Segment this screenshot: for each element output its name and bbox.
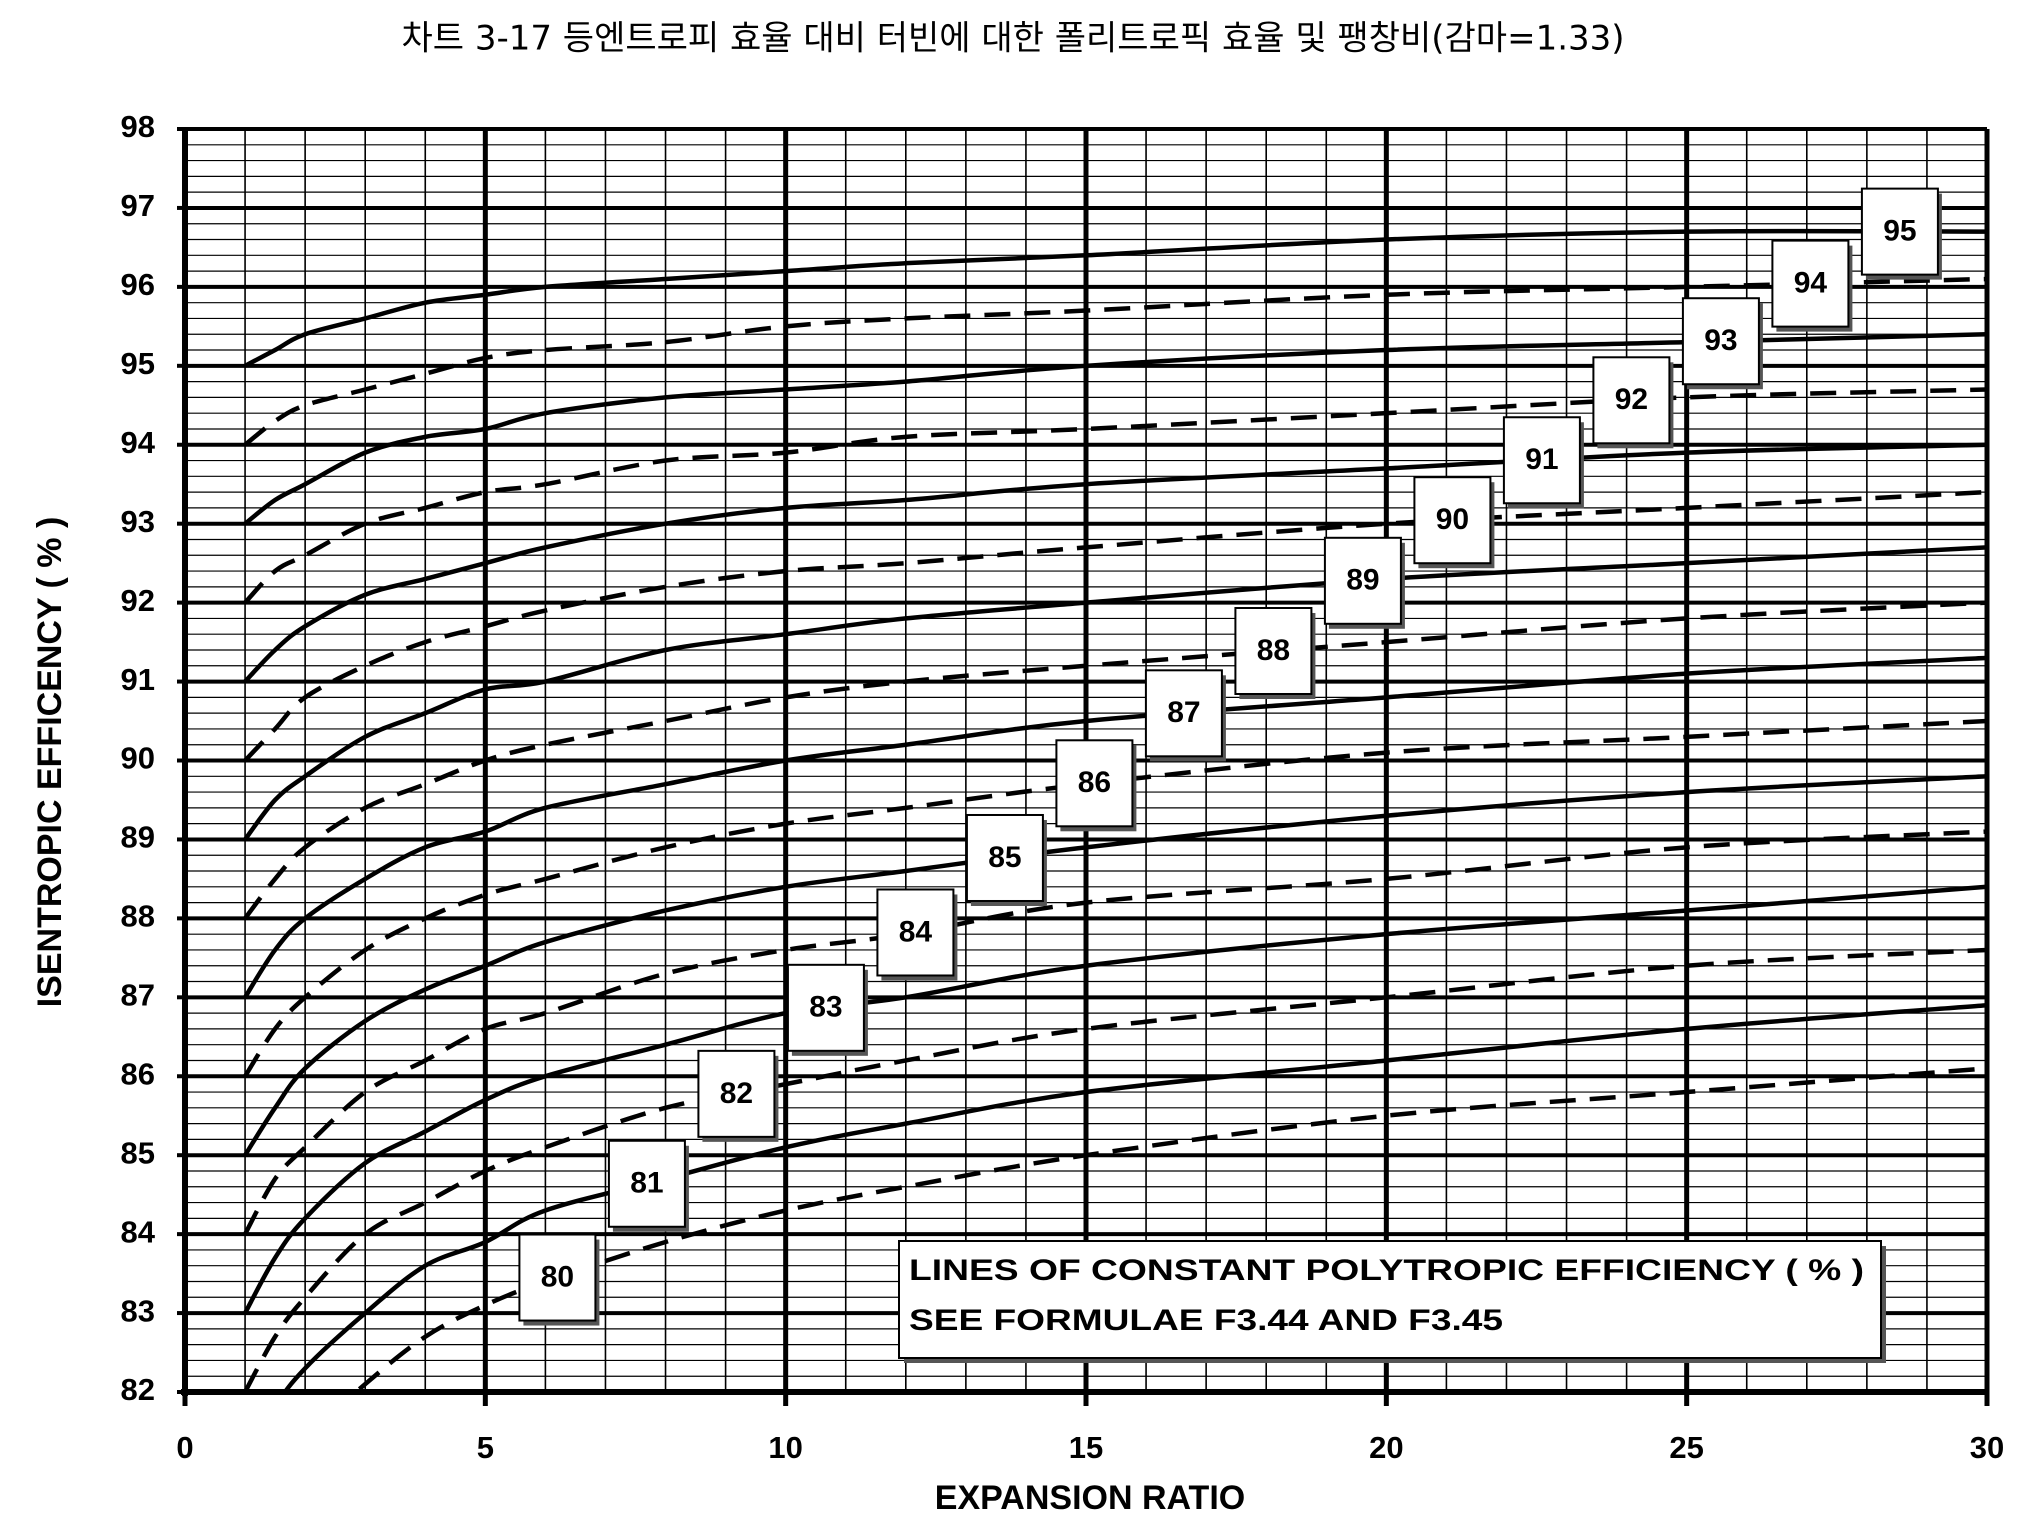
- efficiency-line: [244, 228, 1987, 368]
- label-box: [1592, 356, 1671, 445]
- y-tick-label: 96: [121, 267, 155, 302]
- efficiency-line: [243, 489, 1987, 763]
- y-tick-label: 89: [121, 820, 155, 855]
- label-box: [876, 888, 955, 977]
- efficiency-line: [243, 655, 1987, 999]
- series-label: 91: [1525, 443, 1558, 476]
- efficiency-line: [243, 331, 1987, 526]
- series-label: 92: [1615, 383, 1648, 416]
- efficiency-line: [243, 718, 1987, 1078]
- x-tick-label: 10: [768, 1430, 802, 1465]
- chart-title: 차트 3-17 등엔트로피 효율 대비 터빈에 대한 폴리트로픽 효율 및 팽창…: [401, 19, 1624, 59]
- series-label: 95: [1883, 215, 1916, 248]
- annotation: SEE FORMULAE F3.44 AND F3.45: [909, 1304, 1503, 1337]
- y-tick-label: 85: [121, 1135, 155, 1170]
- efficiency-line: [243, 884, 1987, 1315]
- series-label: 85: [988, 841, 1021, 874]
- label-box: [607, 1139, 686, 1228]
- y-tick-label: 86: [121, 1056, 155, 1091]
- x-tick-label: 30: [1970, 1430, 2004, 1465]
- efficiency-line: [282, 1002, 1987, 1392]
- y-tick-label: 91: [121, 662, 155, 697]
- series-label: 84: [899, 915, 933, 948]
- y-tick-label: 98: [121, 109, 155, 144]
- annotation: LINES OF CONSTANT POLYTROPIC EFFICIENCY …: [909, 1254, 1864, 1287]
- label-box: [1234, 606, 1313, 695]
- x-tick-label: 0: [176, 1430, 193, 1465]
- label-box: [965, 813, 1044, 902]
- efficiency-line: [243, 600, 1987, 920]
- series-label: 87: [1167, 696, 1200, 729]
- y-tick-label: 93: [121, 504, 155, 539]
- label-box: [786, 963, 865, 1052]
- label-box: [518, 1233, 597, 1322]
- series-label: 80: [541, 1260, 574, 1293]
- series-label: 89: [1346, 564, 1379, 597]
- series-label: 88: [1257, 634, 1290, 667]
- label-box: [697, 1049, 776, 1138]
- efficiency-line: [352, 1066, 1987, 1392]
- x-axis-title: EXPANSION RATIO: [935, 1479, 1245, 1517]
- x-tick-label: 15: [1069, 1430, 1103, 1465]
- y-tick-label: 95: [121, 346, 155, 381]
- y-tick-label: 90: [121, 741, 155, 776]
- y-tick-label: 83: [121, 1293, 155, 1328]
- series-label: 83: [809, 991, 842, 1024]
- efficiency-line: [243, 774, 1987, 1157]
- label-box: [1502, 416, 1581, 505]
- series-label: 82: [720, 1077, 753, 1110]
- series-label: 81: [630, 1167, 663, 1200]
- x-tick-label: 5: [477, 1430, 494, 1465]
- series-label: 94: [1794, 267, 1828, 300]
- series-label: 93: [1704, 324, 1737, 357]
- x-tick-label: 25: [1669, 1430, 1703, 1465]
- efficiency-line: [243, 545, 1987, 841]
- annotation-box: [898, 1240, 1882, 1359]
- label-box: [1413, 476, 1492, 565]
- label-box: [1771, 239, 1850, 328]
- x-tick-label: 20: [1369, 1430, 1403, 1465]
- label-box: [1860, 187, 1939, 276]
- series-label: 90: [1436, 503, 1469, 536]
- y-tick-label: 84: [121, 1214, 156, 1249]
- label-box: [1055, 739, 1134, 828]
- y-tick-label: 92: [121, 583, 155, 618]
- y-tick-label: 97: [121, 188, 155, 223]
- efficiency-line: [243, 947, 1987, 1392]
- y-tick-label: 87: [121, 978, 155, 1013]
- y-tick-label: 88: [121, 899, 155, 934]
- label-box: [1681, 297, 1760, 386]
- y-tick-label: 82: [121, 1372, 155, 1407]
- efficiency-line: [243, 829, 1987, 1236]
- label-box: [1144, 669, 1223, 758]
- efficiency-line: [243, 276, 1987, 447]
- label-box: [1323, 536, 1402, 625]
- y-tick-label: 94: [121, 425, 156, 460]
- efficiency-line: [243, 387, 1987, 605]
- series-label: 86: [1078, 766, 1111, 799]
- y-axis-title: ISENTROPIC EFFICENCY ( % ): [31, 517, 69, 1008]
